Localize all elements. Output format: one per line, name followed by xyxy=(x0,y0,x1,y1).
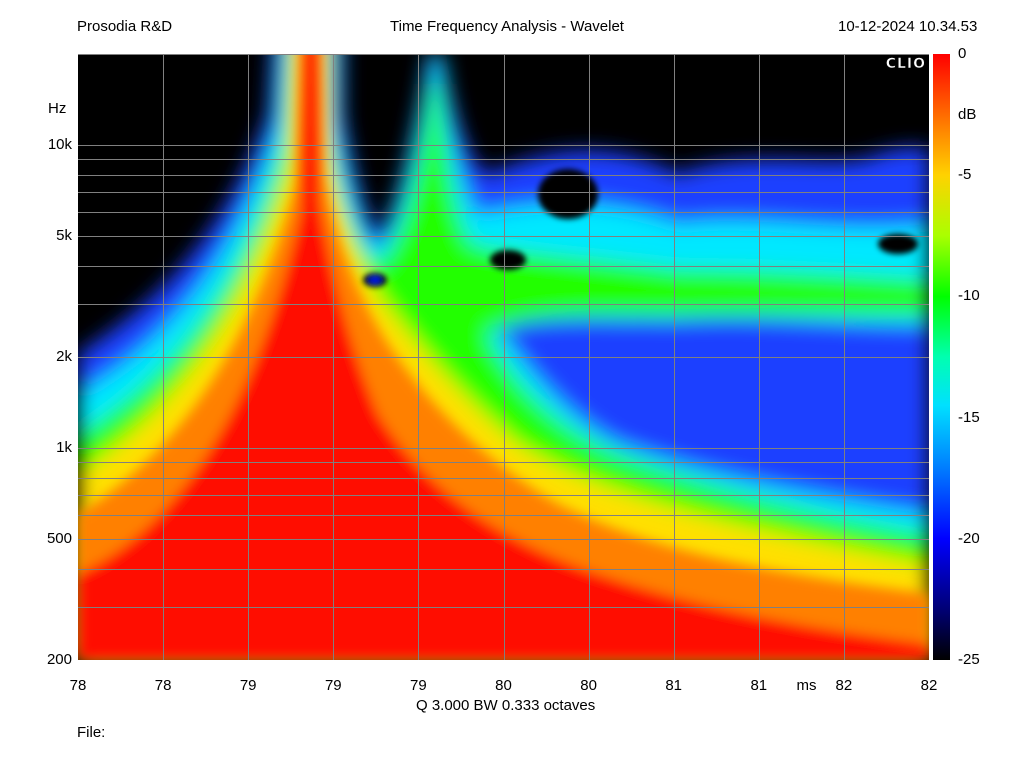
clio-logo: CLIO xyxy=(885,56,926,73)
colorbar-tick-label: 0 xyxy=(958,45,967,62)
y-tick-label: 2k xyxy=(56,348,72,365)
colorbar-tick-label: -15 xyxy=(958,408,980,426)
y-axis-label: Hz xyxy=(48,100,67,117)
file-label: File: xyxy=(77,724,106,741)
colorbar xyxy=(933,54,950,660)
header-left: Prosodia R&D xyxy=(77,18,173,35)
y-tick-label: 200 xyxy=(46,651,72,668)
x-tick-label: 78 xyxy=(154,677,172,694)
x-tick-label: 80 xyxy=(580,677,597,694)
colorbar-tick-label: -20 xyxy=(958,529,980,547)
x-axis-unit: ms xyxy=(796,677,817,694)
colorbar-tick-label: -5 xyxy=(958,166,972,184)
wavelet-params: Q 3.000 BW 0.333 octaves xyxy=(416,697,596,714)
x-tick-label: 82 xyxy=(920,677,938,694)
chart-title: Time Frequency Analysis - Wavelet xyxy=(390,18,624,35)
heatmap-svg xyxy=(78,54,929,660)
heatmap-energy-layer-mid xyxy=(78,54,929,660)
y-tick-label: 1k xyxy=(56,439,72,457)
colorbar-label: dB xyxy=(958,106,977,123)
x-tick-label: 78 xyxy=(69,677,87,694)
x-tick-label: 81 xyxy=(750,677,768,694)
heatmap-details xyxy=(363,169,918,287)
header-timestamp: 10-12-2024 10.34.53 xyxy=(838,18,978,35)
grid-lines xyxy=(78,54,929,660)
x-tick-label: 79 xyxy=(324,677,342,694)
y-tick-label: 5k xyxy=(56,227,72,245)
x-tick-label: 80 xyxy=(495,677,512,694)
colorbar-tick-label: -25 xyxy=(958,651,980,668)
x-tick-label: 82 xyxy=(835,677,853,694)
x-tick-label: 79 xyxy=(239,677,257,694)
y-tick-label: 500 xyxy=(46,530,72,548)
x-tick-label: 79 xyxy=(410,677,427,694)
x-tick-label: 81 xyxy=(665,677,683,694)
colorbar-tick-label: -10 xyxy=(958,287,980,305)
y-tick-label: 10k xyxy=(47,136,72,154)
heatmap-plot-area: CLIO xyxy=(78,54,929,660)
